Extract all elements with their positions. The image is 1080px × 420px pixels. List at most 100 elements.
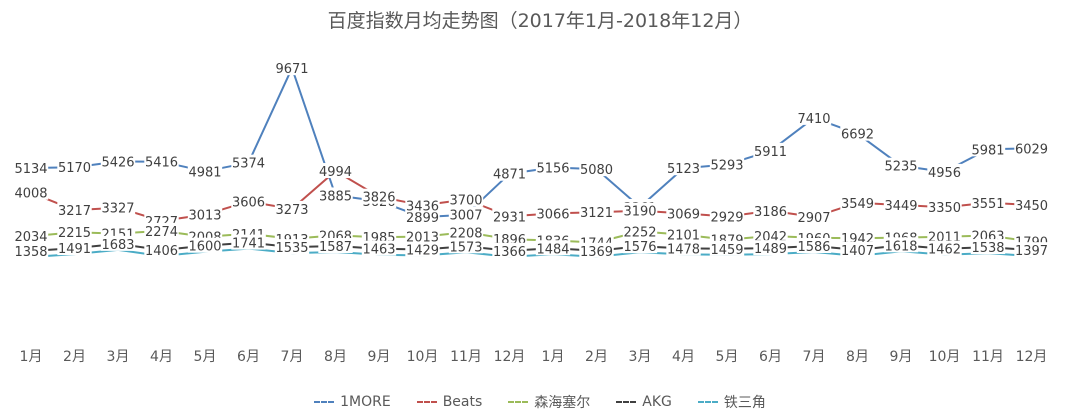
data-label-background	[666, 160, 701, 176]
data-label: 2252	[623, 225, 656, 240]
data-label: 5426	[101, 156, 134, 171]
data-label-background	[448, 224, 484, 240]
data-label-background	[796, 109, 832, 125]
data-label-background	[927, 228, 962, 244]
series-line	[30, 67, 1032, 219]
x-tick-label: 7月	[803, 349, 826, 365]
data-label: 3069	[667, 207, 700, 222]
data-label: 5123	[667, 162, 700, 177]
data-label-background	[361, 240, 397, 256]
data-label-background	[100, 199, 136, 215]
data-label-background	[274, 200, 310, 216]
data-label: 1366	[493, 245, 526, 260]
data-label: 1463	[362, 243, 395, 258]
data-label: 2101	[667, 229, 700, 244]
data-label: 1397	[1015, 244, 1048, 259]
data-label-background	[883, 237, 919, 253]
data-label-background	[13, 184, 49, 200]
data-label: 9671	[275, 62, 308, 77]
data-label-background	[622, 223, 658, 239]
data-label-background	[57, 224, 92, 240]
data-label-background	[492, 165, 527, 181]
data-label: 6692	[841, 128, 874, 143]
data-label: 3066	[536, 207, 569, 222]
data-label-background	[492, 242, 527, 258]
x-tick-label: 7月	[281, 349, 304, 365]
data-label: 5134	[14, 162, 47, 177]
data-label: 1491	[58, 242, 91, 257]
data-label-background	[753, 227, 788, 243]
data-label-background	[318, 163, 353, 179]
x-tick-label: 9月	[890, 349, 913, 365]
data-label: 1407	[841, 244, 874, 259]
data-label-background	[100, 235, 136, 251]
x-tick-label: 10月	[407, 349, 439, 365]
data-label-background	[579, 242, 614, 258]
data-label-background	[753, 240, 788, 256]
data-label: 3700	[449, 194, 482, 209]
data-label-background	[57, 202, 92, 218]
data-label-background	[579, 161, 614, 177]
data-label-background	[492, 208, 527, 224]
data-label: 4994	[319, 165, 352, 180]
data-label-background	[796, 208, 832, 224]
data-label: 3327	[101, 202, 134, 217]
data-label-background	[187, 163, 223, 179]
data-label: 5911	[754, 145, 787, 160]
data-label-background	[753, 202, 788, 218]
data-label: 3549	[841, 197, 874, 212]
data-label: 2274	[145, 225, 178, 240]
data-label-background	[535, 159, 571, 175]
data-label: 3449	[884, 199, 917, 214]
data-label: 1358	[14, 245, 47, 260]
data-label: 3885	[319, 189, 352, 204]
data-label: 2931	[493, 210, 526, 225]
data-label: 1573	[449, 240, 482, 255]
x-tick-label: 5月	[194, 349, 217, 365]
data-label-background	[622, 202, 658, 218]
data-label-background	[57, 159, 92, 175]
data-label-background	[1014, 140, 1049, 156]
data-label: 3273	[275, 203, 308, 218]
x-tick-label: 4月	[672, 349, 695, 365]
x-tick-label: 11月	[450, 349, 482, 365]
data-label-background	[579, 204, 614, 220]
data-label: 1538	[971, 241, 1004, 256]
chart-title: 百度指数月均走势图（2017年1月-2018年12月）	[327, 10, 753, 32]
data-label-background	[840, 125, 875, 141]
legend-swatch	[616, 401, 637, 403]
data-label: 1600	[188, 240, 221, 255]
data-label: 3350	[928, 201, 961, 216]
data-label-background	[927, 163, 962, 179]
data-label: 4871	[493, 168, 526, 183]
legend-label: 森海塞尔	[534, 395, 591, 411]
data-label-background	[448, 238, 484, 254]
data-label: 1489	[754, 242, 787, 257]
data-label-background	[970, 141, 1006, 157]
x-tick-label: 1月	[542, 349, 565, 365]
data-label-background	[666, 205, 701, 221]
data-label-background	[144, 241, 179, 257]
data-label: 5235	[884, 160, 917, 175]
data-label: 1741	[232, 237, 265, 252]
data-label: 5374	[232, 157, 265, 172]
chart-legend: 1MORE Beats 森海塞尔 AKG 铁三角	[0, 392, 1080, 412]
data-label-background	[709, 156, 745, 172]
data-label: 7410	[797, 112, 830, 127]
data-label-background	[318, 187, 353, 203]
data-label: 1429	[406, 243, 439, 258]
data-label: 2899	[406, 211, 439, 226]
data-label-background	[100, 153, 136, 169]
data-label-background	[927, 199, 962, 215]
data-label-background	[405, 209, 440, 225]
x-tick-label: 4月	[150, 349, 173, 365]
x-tick-label: 6月	[759, 349, 782, 365]
data-label-background	[274, 60, 310, 76]
data-label: 5981	[971, 143, 1004, 158]
data-label: 2208	[449, 226, 482, 241]
data-label: 3450	[1015, 199, 1048, 214]
data-label: 3551	[971, 197, 1004, 212]
data-label: 5080	[580, 163, 613, 178]
data-label-background	[492, 231, 527, 247]
